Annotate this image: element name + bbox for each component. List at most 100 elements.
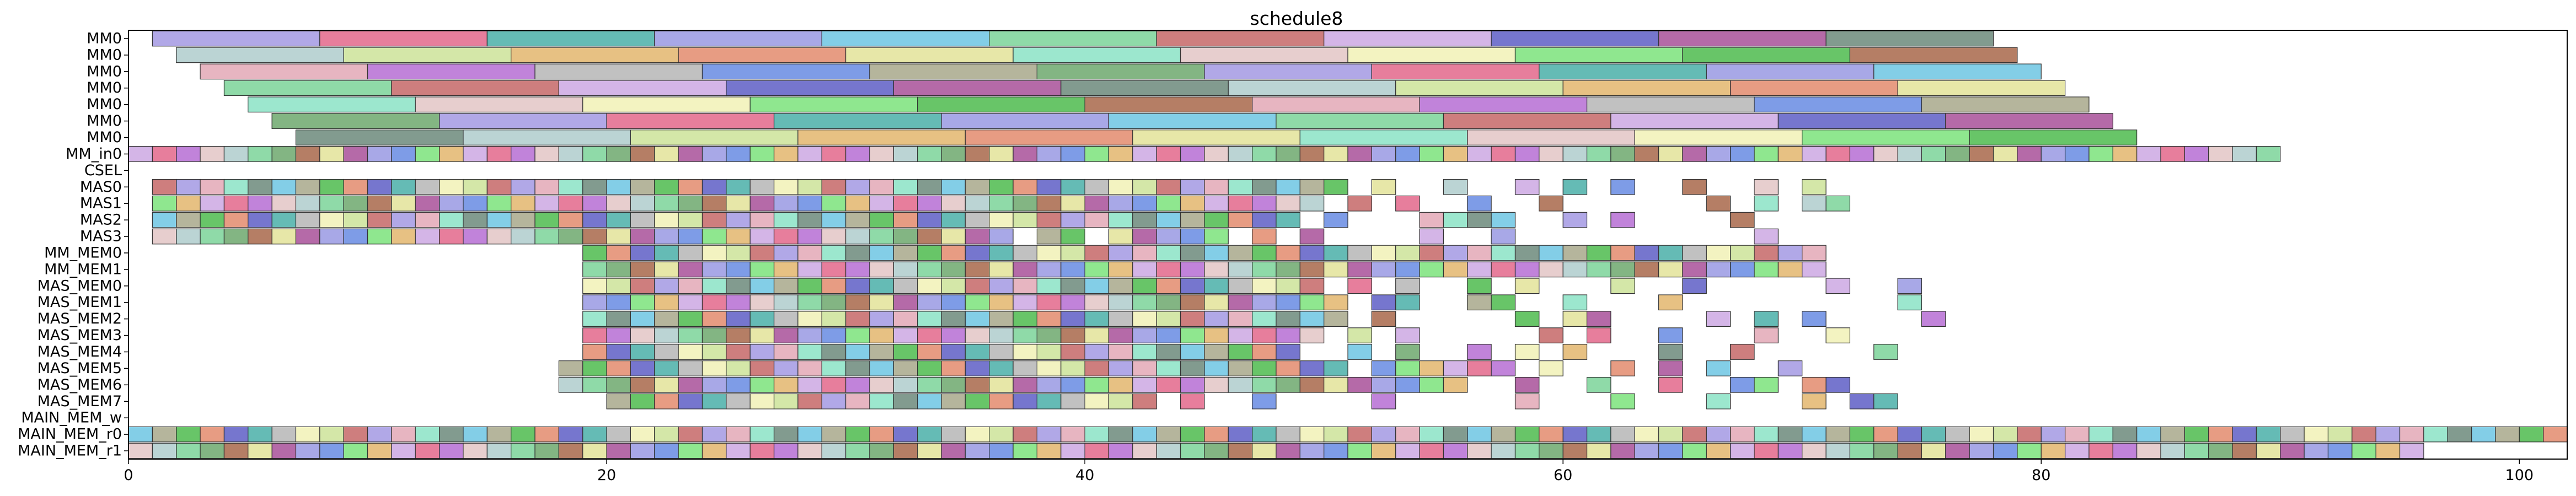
task-bar [845, 426, 870, 443]
task-bar [917, 360, 942, 376]
task-bar [1036, 311, 1062, 327]
task-bar [1204, 245, 1229, 261]
task-bar [701, 327, 727, 343]
task-bar [1156, 294, 1181, 311]
task-bar-mm0 [1108, 113, 1277, 129]
task-bar [1204, 294, 1229, 311]
task-bar [869, 426, 894, 443]
task-bar [869, 179, 894, 195]
task-bar-mm0 [1921, 96, 2090, 113]
task-bar [1873, 393, 1898, 409]
task-bar [654, 344, 679, 360]
task-bar [941, 278, 966, 294]
task-bar [2399, 443, 2424, 459]
task-bar [701, 376, 727, 393]
task-bar [2017, 146, 2042, 162]
task-bar [1061, 376, 1085, 393]
task-bar [1013, 245, 1038, 261]
task-bar [845, 311, 870, 327]
task-bar [726, 179, 751, 195]
task-bar [2208, 426, 2233, 443]
task-bar [1204, 443, 1229, 459]
task-bar [1061, 294, 1085, 311]
task-bar [1610, 443, 1635, 459]
task-bar [821, 311, 847, 327]
task-bar [1395, 146, 1420, 162]
task-bar-mm0 [343, 47, 512, 63]
task-bar [941, 195, 966, 212]
task-bar [917, 195, 942, 212]
task-bar [1514, 426, 1540, 443]
task-bar [1467, 443, 1492, 459]
task-bar [295, 146, 320, 162]
task-bar [606, 245, 631, 261]
task-bar [558, 426, 583, 443]
task-bar [1108, 146, 1133, 162]
task-bar [1180, 393, 1205, 409]
task-bar [773, 245, 799, 261]
task-bar [1419, 146, 1444, 162]
task-bar [1324, 179, 1348, 195]
task-bar [773, 393, 799, 409]
task-bar [1013, 426, 1038, 443]
task-bar [678, 228, 703, 245]
task-bar [821, 376, 847, 393]
y-axis: MM0MM0MM0MM0MM0MM0MM0MM_in0CSELMAS0MAS1M… [18, 30, 128, 460]
task-bar-mm0 [415, 96, 583, 113]
task-bar-mm0 [271, 113, 440, 129]
task-bar [941, 261, 966, 278]
task-bar [1347, 146, 1372, 162]
task-bar-mm0 [917, 96, 1085, 113]
task-bar [1036, 294, 1062, 311]
task-bar [1754, 311, 1779, 327]
task-bar [845, 261, 870, 278]
task-bar [1802, 195, 1827, 212]
task-bar [2208, 146, 2233, 162]
task-bar [1299, 360, 1325, 376]
task-bar [1586, 376, 1611, 393]
task-bar [1467, 294, 1492, 311]
task-bar [1204, 146, 1229, 162]
task-bar [2088, 443, 2113, 459]
task-bar [1276, 360, 1300, 376]
task-bar [1228, 278, 1253, 294]
task-bar [606, 179, 631, 195]
task-bar-mm0 [1682, 47, 1851, 63]
task-bar [845, 212, 870, 228]
task-bar [1371, 443, 1396, 459]
task-bar [821, 228, 847, 245]
task-bar [1108, 278, 1133, 294]
task-bar [1371, 261, 1396, 278]
task-bar [319, 443, 344, 459]
task-bar [1514, 393, 1540, 409]
task-bar [582, 195, 607, 212]
task-bar [2017, 443, 2042, 459]
task-bar [678, 212, 703, 228]
task-bar [2327, 443, 2353, 459]
task-bar [1084, 195, 1110, 212]
task-bar [1180, 212, 1205, 228]
task-bar [343, 179, 368, 195]
task-bar [1228, 146, 1253, 162]
task-bar [845, 179, 870, 195]
task-bar [1634, 426, 1659, 443]
task-bar [606, 426, 631, 443]
task-bar [391, 426, 416, 443]
task-bar [1251, 327, 1277, 343]
task-bar [1802, 179, 1827, 195]
task-bar [200, 146, 225, 162]
task-bar [1251, 195, 1277, 212]
task-bar [1371, 426, 1396, 443]
task-bar [415, 212, 440, 228]
task-bar [1324, 360, 1348, 376]
task-bar [1251, 376, 1277, 393]
task-bar [1921, 146, 1946, 162]
task-bar [869, 261, 894, 278]
task-bar [2304, 426, 2329, 443]
task-bar [152, 228, 177, 245]
task-bar [1562, 179, 1588, 195]
task-bar [1228, 179, 1253, 195]
task-bar [1036, 278, 1062, 294]
task-bar [797, 261, 822, 278]
